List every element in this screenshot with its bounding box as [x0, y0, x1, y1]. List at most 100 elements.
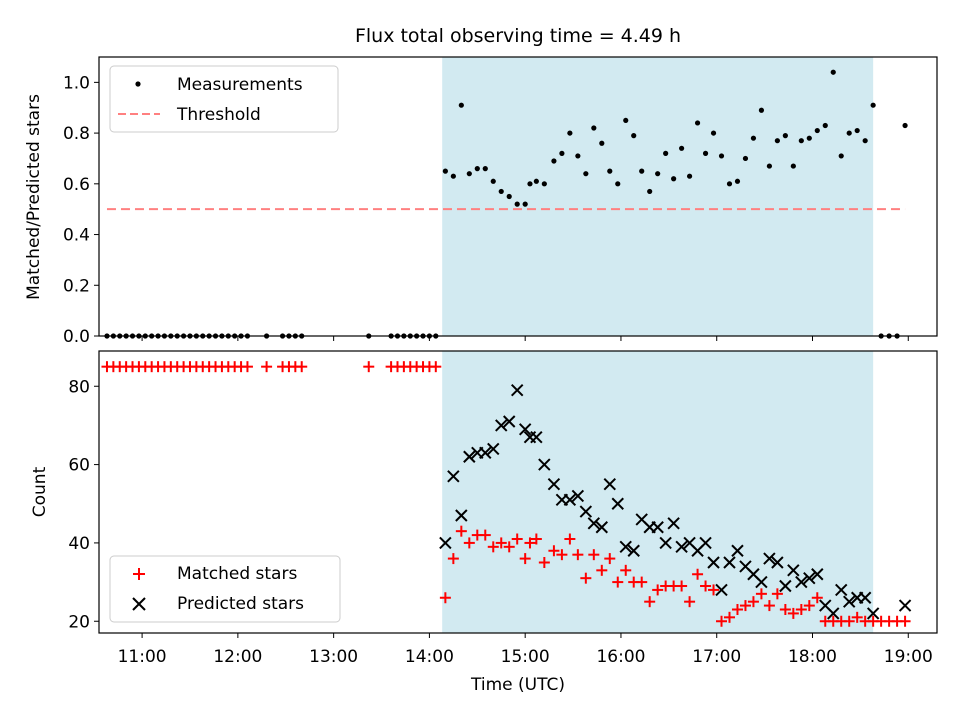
measurement-point — [466, 171, 472, 177]
legend-matched-label: Matched stars — [177, 564, 297, 584]
measurement-point — [623, 117, 629, 124]
predicted-star-point — [803, 571, 816, 585]
measurement-point — [758, 107, 765, 113]
matched-star-point — [851, 611, 863, 623]
predicted-star-point — [510, 383, 524, 397]
matched-star-point — [731, 604, 743, 615]
matched-star-point — [580, 572, 592, 584]
matched-star-point — [572, 549, 584, 561]
matched-star-point — [538, 557, 550, 568]
matched-star-point — [787, 607, 799, 619]
measurement-point — [854, 127, 860, 134]
measurement-point — [458, 102, 464, 108]
measurement-point — [838, 153, 844, 159]
predicted-star-point — [795, 575, 808, 589]
matched-star-point — [692, 568, 704, 580]
bottom-legend-box — [109, 555, 341, 623]
matched-star-point — [747, 596, 759, 608]
predicted-star-point — [487, 442, 500, 456]
measurement-point — [599, 140, 605, 146]
measurement-point — [862, 138, 868, 144]
measurement-point — [655, 171, 661, 177]
measurement-point — [734, 178, 741, 184]
legend-predicted-label: Predicted stars — [177, 594, 304, 614]
legend-matched-marker — [133, 568, 145, 580]
predicted-star-point — [627, 544, 640, 557]
matched-star-point — [811, 592, 823, 604]
bottom-y-axis-label: Count — [30, 466, 50, 517]
predicted-star-point — [447, 470, 460, 483]
top-observing-span — [442, 57, 874, 336]
measurement-point — [742, 155, 749, 162]
measurement-point — [591, 125, 597, 131]
measurement-point — [647, 188, 653, 195]
measurement-point — [450, 173, 456, 179]
measurement-point — [822, 122, 828, 129]
matched-star-point — [771, 588, 783, 600]
measurement-point — [541, 181, 547, 187]
x-tick-label: 16:00 — [596, 647, 645, 667]
measurement-point — [663, 150, 669, 156]
matched-star-point — [588, 549, 600, 561]
measurement-point — [806, 135, 812, 141]
top-span-rect — [442, 57, 874, 336]
matched-star-point — [463, 537, 475, 549]
series-matched-stars — [101, 361, 911, 627]
chart-title: Flux total observing time = 4.49 h — [355, 25, 681, 47]
measurement-point — [710, 130, 717, 136]
measurement-point — [814, 127, 820, 134]
predicted-star-point — [898, 599, 912, 612]
legend-measurements-marker — [135, 81, 141, 87]
measurement-point — [750, 135, 757, 141]
matched-star-point — [739, 600, 751, 612]
predicted-star-point — [675, 540, 688, 554]
matched-star-point — [708, 584, 720, 596]
measurement-point — [583, 171, 589, 177]
predicted-star-point — [699, 536, 712, 550]
bottom-y-tick-label: 40 — [68, 534, 90, 554]
matched-star-point — [716, 615, 728, 627]
top-y-tick-label: 0.2 — [63, 276, 90, 296]
measurement-point — [442, 168, 448, 174]
predicted-star-point — [779, 579, 792, 593]
predicted-star-point — [787, 564, 800, 577]
matched-star-point — [241, 361, 253, 373]
matched-star-point — [803, 600, 815, 612]
measurement-point — [902, 122, 908, 129]
bottom-series-marks — [101, 361, 912, 627]
predicted-star-point — [827, 607, 840, 620]
predicted-star-point — [811, 568, 824, 581]
matched-star-point — [763, 600, 775, 612]
predicted-star-point — [651, 521, 664, 534]
matched-star-point — [261, 361, 273, 373]
matched-star-point — [564, 533, 576, 545]
matched-star-point — [296, 361, 308, 373]
measurement-point — [533, 178, 539, 184]
matched-star-point — [455, 525, 467, 537]
predicted-star-point — [843, 595, 856, 608]
matched-star-point — [503, 541, 515, 553]
measurement-point — [846, 130, 852, 136]
measurement-point — [490, 178, 496, 184]
measurement-point — [790, 163, 796, 169]
matched-star-point — [676, 580, 688, 592]
measurement-point — [870, 102, 876, 108]
measurement-point — [639, 168, 645, 174]
measurement-point — [482, 166, 488, 172]
measurement-point — [726, 181, 733, 187]
matched-star-point — [620, 564, 632, 576]
matched-star-point — [652, 584, 664, 596]
measurement-point — [522, 201, 528, 207]
legend-measurements-label: Measurements — [177, 75, 303, 95]
measurement-point — [718, 153, 725, 159]
x-axis-label: Time (UTC) — [470, 675, 565, 695]
predicted-star-point — [587, 517, 601, 530]
bottom-y-tick-label: 60 — [68, 456, 90, 476]
matched-star-point — [511, 533, 523, 545]
x-tick-label: 14:00 — [405, 647, 454, 667]
matched-star-point — [363, 361, 375, 373]
series-predicted-stars — [439, 383, 912, 620]
top-y-tick-label: 0.4 — [63, 226, 90, 246]
matched-star-point — [636, 576, 648, 588]
